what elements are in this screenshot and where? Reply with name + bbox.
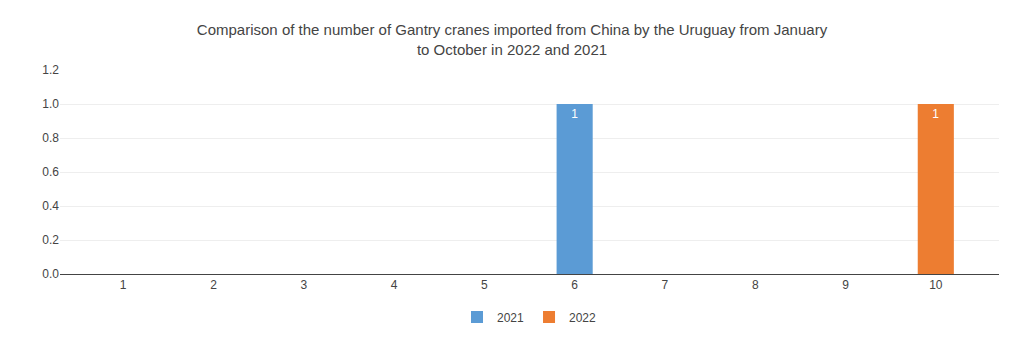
svg-text:1: 1	[120, 278, 127, 292]
svg-text:5: 5	[481, 278, 488, 292]
svg-text:2021: 2021	[497, 311, 524, 325]
svg-text:0.0: 0.0	[42, 267, 59, 281]
svg-text:10: 10	[929, 278, 943, 292]
svg-text:1: 1	[571, 107, 578, 121]
svg-text:3: 3	[300, 278, 307, 292]
svg-text:0.4: 0.4	[42, 199, 59, 213]
svg-text:8: 8	[752, 278, 759, 292]
svg-text:0.6: 0.6	[42, 165, 59, 179]
svg-text:1.2: 1.2	[42, 63, 59, 77]
svg-text:4: 4	[391, 278, 398, 292]
svg-text:6: 6	[571, 278, 578, 292]
svg-text:2: 2	[210, 278, 217, 292]
svg-text:0.8: 0.8	[42, 131, 59, 145]
svg-text:9: 9	[842, 278, 849, 292]
svg-text:1.0: 1.0	[42, 97, 59, 111]
svg-text:Comparison of the number of Ga: Comparison of the number of Gantry crane…	[197, 21, 828, 58]
svg-text:7: 7	[662, 278, 669, 292]
svg-text:2022: 2022	[569, 311, 596, 325]
svg-text:1: 1	[932, 107, 939, 121]
svg-text:0.2: 0.2	[42, 233, 59, 247]
